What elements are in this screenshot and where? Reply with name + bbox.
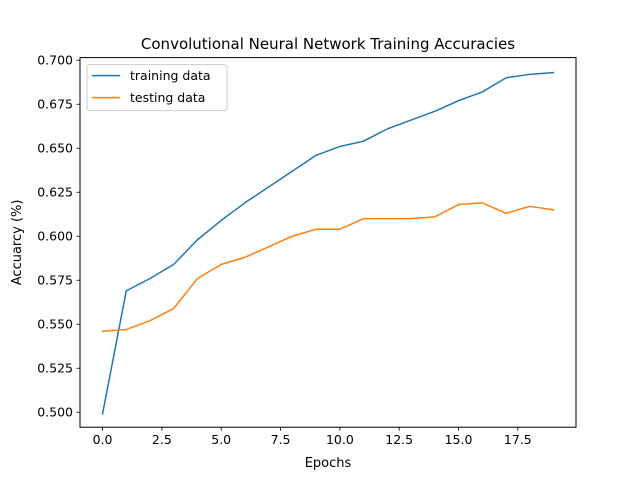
x-tick-label: 10.0 [326, 432, 354, 447]
y-tick-label: 0.700 [37, 53, 73, 68]
y-tick-label: 0.675 [37, 97, 73, 112]
y-tick-label: 0.575 [37, 273, 73, 288]
x-axis-ticks: 0.0 2.5 5.0 7.5 10.0 12.5 15.0 17.5 [93, 427, 532, 447]
x-tick-label: 12.5 [385, 432, 413, 447]
legend: training data testing data [86, 64, 228, 112]
x-tick-label: 2.5 [152, 432, 172, 447]
y-tick-label: 0.625 [37, 185, 73, 200]
x-tick-label: 5.0 [211, 432, 231, 447]
series-line-training-data [101, 71, 555, 415]
chart-title: Convolutional Neural Network Training Ac… [141, 35, 515, 53]
y-tick-label: 0.500 [37, 405, 73, 420]
series-line-testing-data [101, 202, 555, 333]
legend-label: testing data [130, 90, 205, 105]
x-tick-label: 0.0 [93, 432, 113, 447]
y-axis-label: Accuarcy (%) [10, 200, 25, 286]
x-axis-label: Epochs [305, 456, 352, 471]
x-tick-label: 17.5 [504, 432, 532, 447]
series-layer [101, 71, 555, 415]
plot-frame [79, 57, 577, 428]
y-tick-label: 0.550 [37, 317, 73, 332]
y-tick-label: 0.600 [37, 229, 73, 244]
y-tick-label: 0.650 [37, 141, 73, 156]
x-tick-label: 7.5 [271, 432, 291, 447]
y-axis-ticks: 0.500 0.525 0.550 0.575 0.600 0.625 0.650 0.675… [37, 53, 80, 420]
legend-box [86, 64, 228, 112]
legend-label: training data [130, 68, 211, 83]
y-tick-label: 0.525 [37, 361, 73, 376]
x-tick-label: 15.0 [445, 432, 473, 447]
